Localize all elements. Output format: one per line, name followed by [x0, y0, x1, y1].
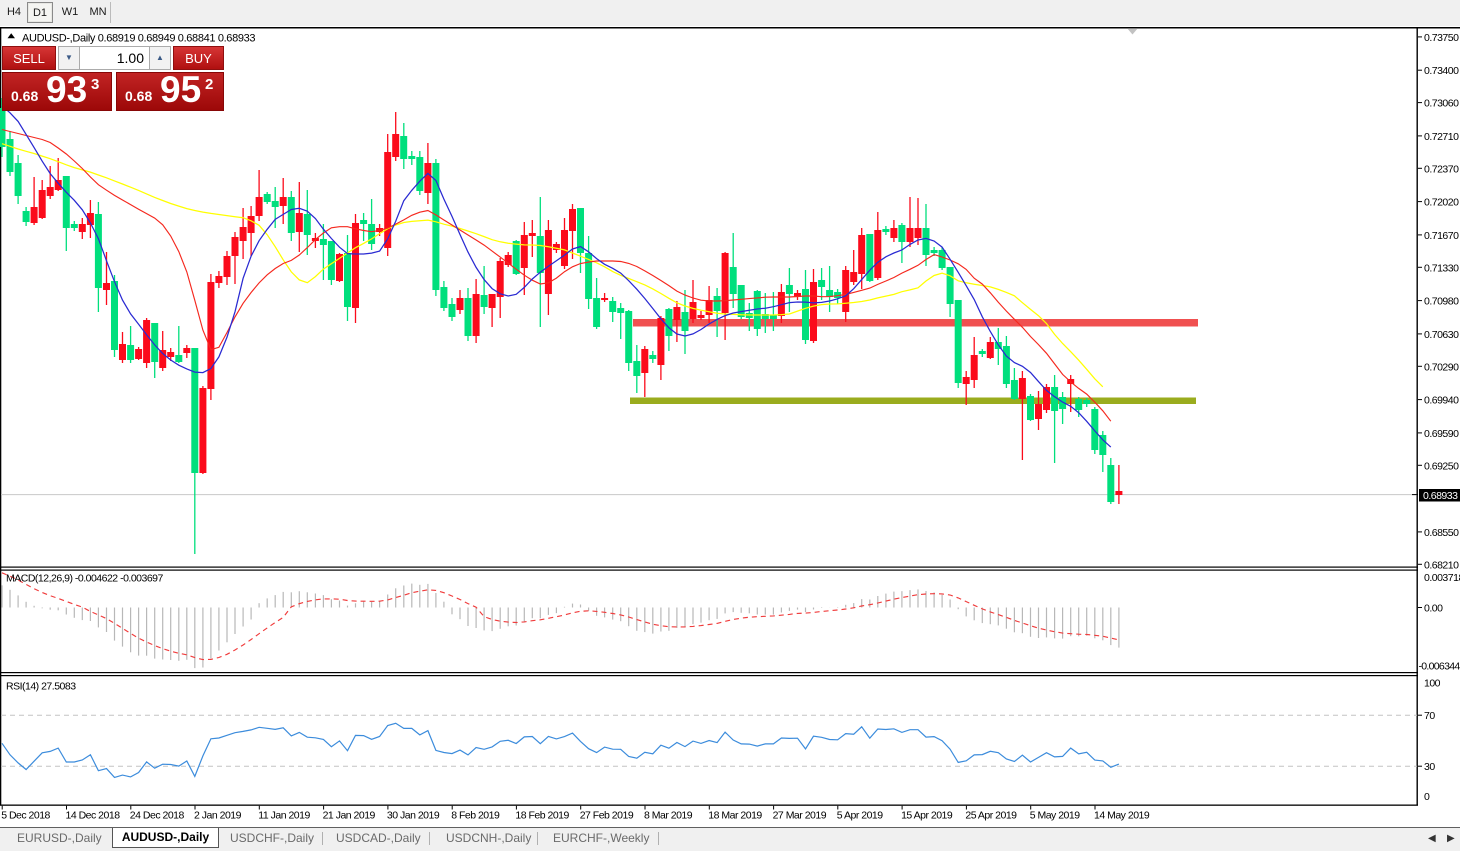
svg-text:0.68210: 0.68210	[1424, 559, 1459, 571]
svg-text:25 Apr 2019: 25 Apr 2019	[965, 810, 1017, 822]
svg-text:18 Mar 2019: 18 Mar 2019	[708, 810, 762, 822]
svg-text:0.69250: 0.69250	[1424, 460, 1459, 472]
svg-text:0.003718: 0.003718	[1424, 572, 1460, 584]
svg-text:100: 100	[1424, 678, 1441, 690]
svg-text:18 Feb 2019: 18 Feb 2019	[515, 810, 569, 822]
svg-text:8 Mar 2019: 8 Mar 2019	[644, 810, 693, 822]
svg-text:0: 0	[1424, 791, 1430, 803]
svg-text:14 May 2019: 14 May 2019	[1094, 810, 1150, 822]
svg-text:0.70630: 0.70630	[1424, 329, 1459, 341]
svg-text:0.68550: 0.68550	[1424, 527, 1459, 539]
svg-text:8 Feb 2019: 8 Feb 2019	[451, 810, 500, 822]
svg-text:21 Jan 2019: 21 Jan 2019	[323, 810, 376, 822]
svg-text:30: 30	[1424, 761, 1435, 773]
svg-text:0.71330: 0.71330	[1424, 262, 1459, 274]
svg-text:27 Feb 2019: 27 Feb 2019	[580, 810, 634, 822]
svg-text:0.73400: 0.73400	[1424, 65, 1459, 77]
svg-text:30 Jan 2019: 30 Jan 2019	[387, 810, 440, 822]
svg-text:0.70290: 0.70290	[1424, 361, 1459, 373]
svg-text:0.69590: 0.69590	[1424, 428, 1459, 440]
svg-text:MACD(12,26,9) -0.004622 -0.003: MACD(12,26,9) -0.004622 -0.003697	[6, 573, 164, 585]
svg-text:RSI(14) 27.5083: RSI(14) 27.5083	[6, 681, 76, 693]
svg-text:70: 70	[1424, 710, 1435, 722]
svg-text:0.70980: 0.70980	[1424, 296, 1459, 308]
svg-text:0.69940: 0.69940	[1424, 395, 1459, 407]
svg-text:24 Dec 2018: 24 Dec 2018	[130, 810, 185, 822]
svg-text:AUDUSD-,Daily 0.68919 0.68949: AUDUSD-,Daily 0.68919 0.68949 0.68841 0.…	[22, 33, 255, 45]
svg-text:-0.006344: -0.006344	[1419, 661, 1460, 673]
svg-text:0.71670: 0.71670	[1424, 230, 1459, 242]
svg-text:5 Dec 2018: 5 Dec 2018	[1, 810, 50, 822]
svg-text:0.73750: 0.73750	[1424, 32, 1459, 44]
svg-text:11 Jan 2019: 11 Jan 2019	[258, 810, 310, 822]
svg-text:0.72370: 0.72370	[1424, 163, 1459, 175]
svg-text:27 Mar 2019: 27 Mar 2019	[773, 810, 827, 822]
svg-text:0.72020: 0.72020	[1424, 197, 1459, 209]
svg-text:14 Dec 2018: 14 Dec 2018	[66, 810, 121, 822]
svg-text:5 Apr 2019: 5 Apr 2019	[837, 810, 883, 822]
svg-text:5 May 2019: 5 May 2019	[1030, 810, 1081, 822]
svg-text:15 Apr 2019: 15 Apr 2019	[901, 810, 953, 822]
svg-text:0.00: 0.00	[1424, 603, 1443, 615]
svg-text:0.68933: 0.68933	[1423, 490, 1458, 502]
svg-text:2 Jan 2019: 2 Jan 2019	[194, 810, 242, 822]
svg-text:0.72710: 0.72710	[1424, 131, 1459, 143]
svg-text:0.73060: 0.73060	[1424, 98, 1459, 110]
